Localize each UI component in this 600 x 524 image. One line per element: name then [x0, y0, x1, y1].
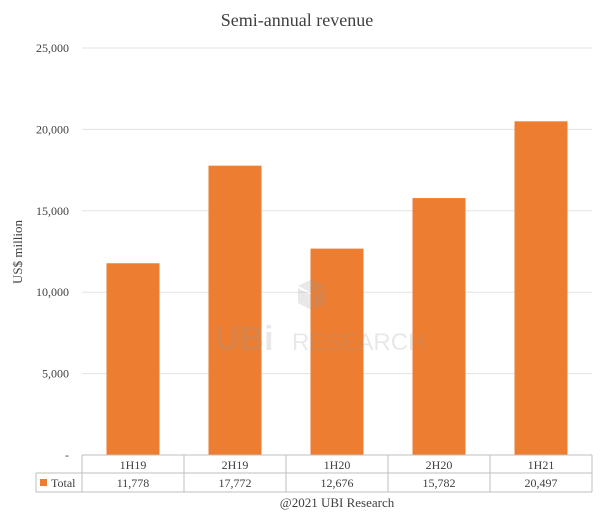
chart-title: Semi-annual revenue [221, 10, 373, 30]
x-tick-label: 2H19 [222, 458, 249, 472]
watermark-text-research: RESEARCH [292, 329, 425, 356]
y-axis-label: US$ million [10, 220, 25, 284]
bar [412, 198, 466, 456]
gridlines [82, 47, 592, 375]
legend-series-name: Total [51, 476, 76, 490]
data-table: Total 1H19 11,778 2H19 17,772 1H20 12,676 2H20… [35, 454, 593, 493]
y-tick-label: 15,000 [36, 204, 69, 218]
y-tick-label: - [65, 448, 69, 462]
legend-swatch [40, 479, 47, 486]
cube-logo-icon [298, 279, 326, 310]
bar [106, 263, 160, 455]
watermark-logo: UBi RESEARCH [215, 279, 425, 358]
data-label: 17,772 [219, 476, 252, 490]
y-tick-label: 20,000 [36, 122, 69, 136]
y-axis-ticks: - 5,000 10,000 15,000 20,000 25,000 [36, 41, 69, 462]
y-tick-label: 10,000 [36, 285, 69, 299]
x-tick-label: 1H20 [324, 458, 351, 472]
x-tick-label: 1H19 [120, 458, 147, 472]
data-label: 15,782 [423, 476, 456, 490]
bar [310, 248, 364, 455]
bar [208, 165, 262, 455]
bar [514, 121, 568, 455]
watermark-text-ubi: UBi [215, 320, 274, 358]
data-label: 12,676 [321, 476, 354, 490]
x-tick-label: 1H21 [528, 458, 555, 472]
source-note: @2021 UBI Research [280, 495, 395, 510]
bars [106, 121, 568, 456]
y-tick-label: 5,000 [42, 367, 69, 381]
x-tick-label: 2H20 [426, 458, 453, 472]
data-label: 20,497 [525, 476, 558, 490]
data-label: 11,778 [117, 476, 150, 490]
y-tick-label: 25,000 [36, 41, 69, 55]
